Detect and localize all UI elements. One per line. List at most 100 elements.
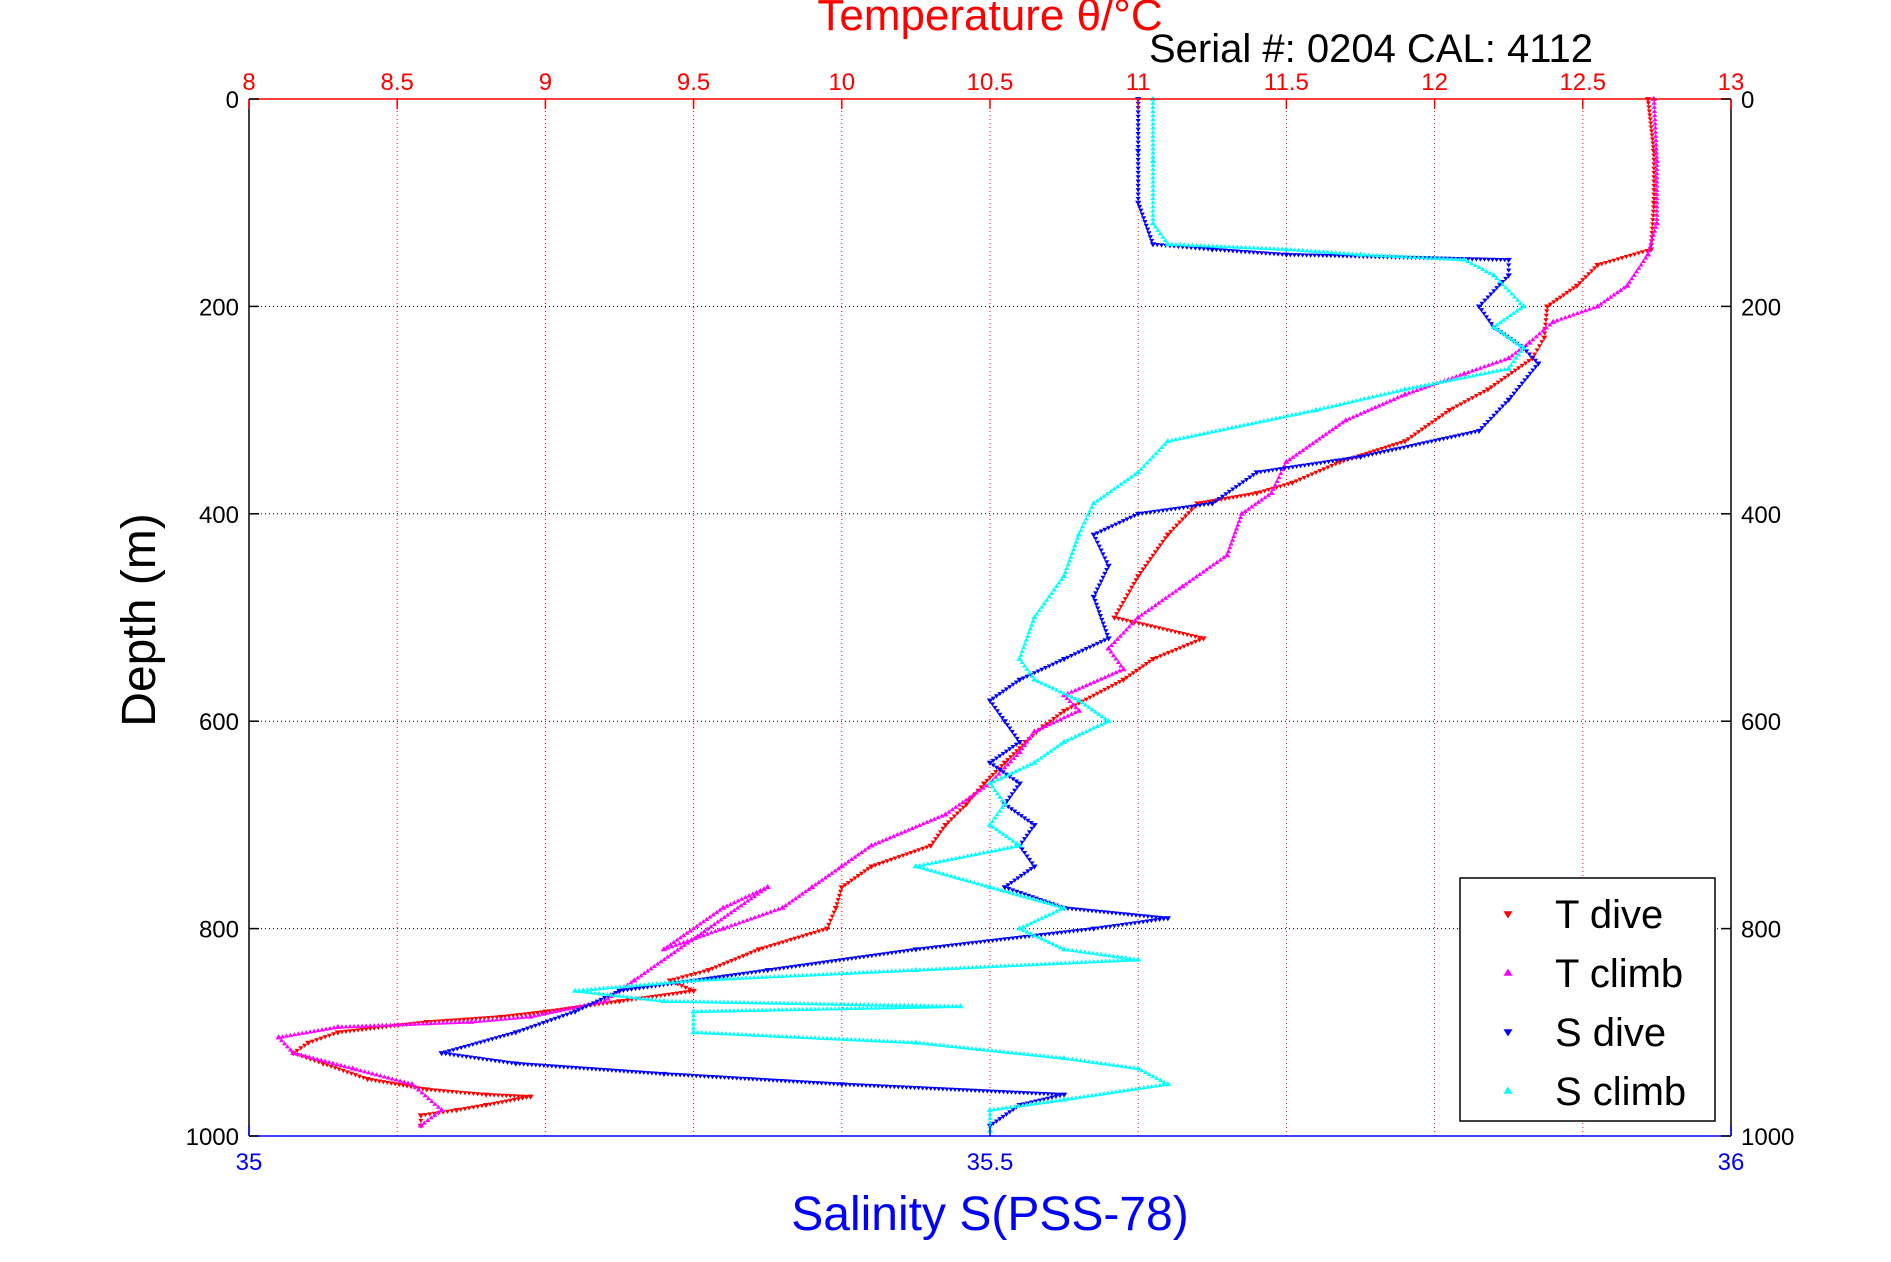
data-point-interp [1039,604,1045,609]
data-point-interp [1150,154,1156,159]
data-point-interp [897,1039,903,1044]
data-point-interp [1011,755,1017,761]
data-point-interp [1054,960,1060,966]
data-point-interp [1005,762,1011,767]
data-point-interp [682,990,688,995]
data-point-interp [525,1026,531,1031]
data-point-interp [1491,289,1497,294]
data-point-interp [1030,962,1036,967]
data-point-interp [1517,300,1524,305]
data-point-interp [1390,443,1397,448]
data-point-interp [1458,375,1464,380]
data-point-interp [1045,750,1051,756]
data-point-interp [733,999,739,1005]
data-point-interp [1242,250,1248,255]
data-point-interp [1312,248,1318,253]
data-point-interp [893,968,899,973]
data-point-interp [845,859,851,864]
data-point [305,1040,312,1046]
data-point-interp [834,902,840,907]
data-point-interp [363,1027,369,1032]
data-point-interp [858,849,865,855]
data-point [690,977,697,983]
data-point-interp [1069,907,1075,912]
data-point-interp [496,1059,502,1064]
data-point-interp [937,1004,943,1009]
data-point-interp [965,941,972,946]
data-point [1135,148,1142,155]
data-point-interp [1096,711,1102,716]
data-point-interp [1649,137,1656,142]
data-point-interp [892,856,898,861]
data-point-interp [1121,912,1127,917]
data-point-interp [1470,373,1476,378]
data-point-interp [1515,352,1522,357]
data-point [660,1071,668,1077]
data-point-interp [1206,243,1212,248]
data-point-interp [1512,294,1518,299]
data-point-interp [507,1094,513,1099]
data-point-interp [1145,227,1151,232]
data-point-interp [1164,628,1170,633]
data-point-interp [757,1000,763,1005]
data-point [1653,158,1661,164]
data-point-interp [708,930,714,935]
data-point-interp [913,1004,919,1009]
data-point-interp [763,1033,769,1038]
data-point-interp [1287,253,1294,258]
data-point-interp [621,1069,627,1074]
data-point-interp [1006,936,1012,942]
data-point-interp [1394,388,1400,393]
data-point-interp [1004,799,1010,804]
data-point-interp [523,1014,529,1019]
data-point-interp [1104,491,1111,496]
data-point-interp [827,918,834,923]
data-point-interp [515,1097,522,1102]
left-tick-label: 800 [199,917,239,944]
data-point-interp [966,795,973,800]
data-point-interp [1353,251,1359,256]
data-point-interp [422,1093,428,1098]
data-point-interp [354,1067,360,1072]
data-point-interp [1189,433,1195,438]
data-point-interp [653,997,659,1002]
data-point-interp [310,1055,316,1060]
data-point-interp [1078,528,1084,533]
data-point-interp [685,940,691,945]
data-point-interp [785,965,791,970]
data-point-interp [1654,212,1660,217]
data-point-interp [504,1060,511,1065]
data-point-interp [655,961,661,966]
data-point-interp [832,868,838,873]
data-point-interp [1127,1064,1133,1070]
data-point-interp [1101,625,1108,630]
data-point-interp [1469,257,1475,262]
data-point-interp [883,836,889,841]
data-point-interp [841,957,847,963]
data-point-interp [701,999,707,1004]
data-point-interp [1046,664,1052,669]
data-point-interp [1024,833,1030,838]
data-point-interp [565,1006,571,1011]
data-point-interp [318,1057,324,1062]
data-point [1526,339,1533,345]
data-point-interp [941,944,947,949]
data-point-interp [538,1010,544,1015]
data-point-interp [999,764,1005,769]
data-point-interp [876,1005,883,1010]
data-point-interp [1357,397,1364,402]
data-point-interp [1073,1057,1080,1062]
data-point-interp [1046,932,1052,937]
data-point-interp [1477,257,1484,262]
data-point-interp [1285,413,1291,418]
data-point-interp [741,999,747,1005]
data-point-interp [1065,562,1071,567]
data-point-interp [1126,589,1133,594]
data-point-interp [975,881,981,886]
data-point-interp [1627,253,1634,258]
data-point-interp [816,1035,822,1040]
data-point-interp [532,1023,539,1028]
data-point-interp [1008,880,1015,886]
data-point-interp [1305,474,1311,479]
data-point-interp [1401,445,1407,450]
